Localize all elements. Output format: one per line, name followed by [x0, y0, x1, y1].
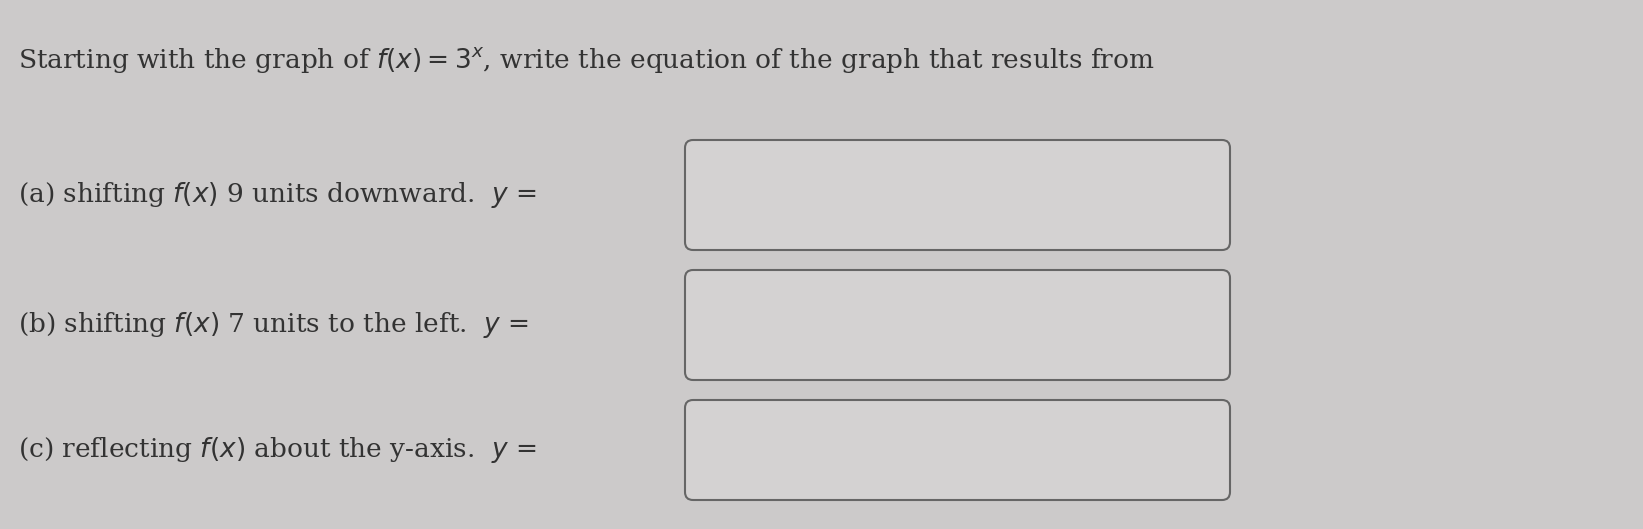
FancyBboxPatch shape: [685, 140, 1231, 250]
Text: (c) reflecting $f(x)$ about the y-axis.  $y$ =: (c) reflecting $f(x)$ about the y-axis. …: [18, 435, 537, 465]
FancyBboxPatch shape: [685, 270, 1231, 380]
Text: (a) shifting $f(x)$ 9 units downward.  $y$ =: (a) shifting $f(x)$ 9 units downward. $y…: [18, 180, 537, 210]
Text: (b) shifting $f(x)$ 7 units to the left.  $y$ =: (b) shifting $f(x)$ 7 units to the left.…: [18, 310, 529, 340]
FancyBboxPatch shape: [685, 400, 1231, 500]
Text: Starting with the graph of $f(x) = 3^{x}$, write the equation of the graph that : Starting with the graph of $f(x) = 3^{x}…: [18, 45, 1155, 75]
